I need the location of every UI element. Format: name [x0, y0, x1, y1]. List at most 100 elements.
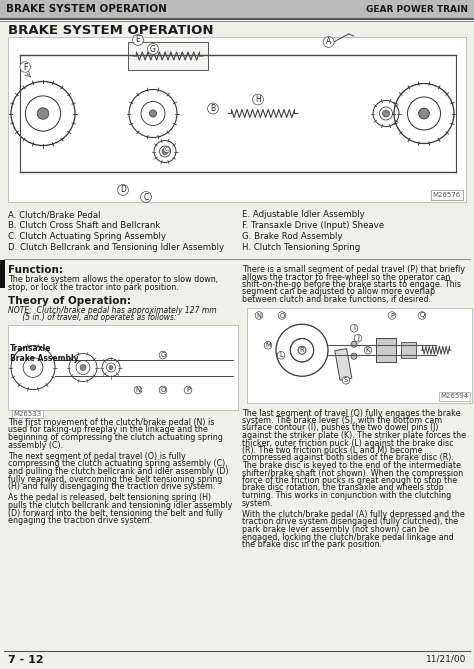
Text: and pulling the clutch bellcrank and idler assembly (D): and pulling the clutch bellcrank and idl… — [8, 467, 228, 476]
Text: surface contour (I), pushes the two dowel pins (J): surface contour (I), pushes the two dowe… — [242, 423, 438, 432]
Text: There is a small segment of pedal travel (P) that briefly: There is a small segment of pedal travel… — [242, 265, 465, 274]
Text: B. Clutch Cross Shaft and Bellcrank: B. Clutch Cross Shaft and Bellcrank — [8, 221, 160, 230]
Text: N: N — [136, 387, 141, 393]
Circle shape — [109, 365, 113, 369]
Bar — [401, 343, 416, 359]
Text: park brake lever assembly (not shown) can be: park brake lever assembly (not shown) ca… — [242, 525, 429, 534]
Text: H: H — [255, 95, 261, 104]
Text: against the striker plate (K). The striker plate forces the: against the striker plate (K). The strik… — [242, 431, 466, 440]
Text: With the clutch/brake pedal (A) fully depressed and the: With the clutch/brake pedal (A) fully de… — [242, 510, 465, 519]
Bar — [376, 339, 396, 362]
Text: Function:: Function: — [8, 265, 63, 275]
Text: 7 - 12: 7 - 12 — [8, 655, 44, 665]
Circle shape — [149, 110, 156, 117]
Text: H. Clutch Tensioning Spring: H. Clutch Tensioning Spring — [242, 243, 360, 252]
Text: As the pedal is released, belt tensioning spring (H): As the pedal is released, belt tensionin… — [8, 494, 211, 502]
Bar — [128, 42, 208, 70]
Text: stop, or lock the tractor into park position.: stop, or lock the tractor into park posi… — [8, 283, 179, 292]
Text: Transaxle
Brake Assembly: Transaxle Brake Assembly — [10, 344, 79, 363]
Text: The next segment of pedal travel (O) is fully: The next segment of pedal travel (O) is … — [8, 452, 186, 461]
Text: fully rearward, overcoming the belt tensioning spring: fully rearward, overcoming the belt tens… — [8, 474, 222, 484]
Text: The first movement of the clutch/brake pedal (N) is: The first movement of the clutch/brake p… — [8, 418, 214, 427]
Text: S: S — [344, 377, 348, 383]
Text: The last segment of travel (Q) fully engages the brake: The last segment of travel (Q) fully eng… — [242, 409, 461, 417]
Text: brake disc rotation, the transaxle and wheels stop: brake disc rotation, the transaxle and w… — [242, 484, 444, 492]
Text: G: G — [150, 45, 156, 54]
Text: D: D — [120, 185, 126, 195]
Text: 11/21/00: 11/21/00 — [426, 655, 466, 664]
Text: M: M — [265, 343, 271, 349]
Text: I: I — [353, 325, 355, 331]
Bar — [335, 349, 352, 380]
Text: O: O — [164, 147, 170, 152]
Text: BRAKE SYSTEM OPERATION: BRAKE SYSTEM OPERATION — [8, 24, 213, 37]
Circle shape — [383, 110, 390, 117]
Text: E. Adjustable Idler Assembly: E. Adjustable Idler Assembly — [242, 210, 365, 219]
Circle shape — [351, 341, 357, 347]
Text: P: P — [186, 387, 190, 393]
Text: beginning of compressing the clutch actuating spring: beginning of compressing the clutch actu… — [8, 433, 223, 442]
Circle shape — [298, 347, 306, 355]
Text: traction drive system disengaged (fully clutched), the: traction drive system disengaged (fully … — [242, 518, 458, 527]
Text: system. The brake lever (S), with the bottom cam: system. The brake lever (S), with the bo… — [242, 416, 442, 425]
Text: NOTE:  Clutch/brake pedal has approximately 127 mm: NOTE: Clutch/brake pedal has approximate… — [8, 306, 217, 315]
Bar — [0, 0, 474, 18]
Text: (H) and fully disengaging the traction drive system.: (H) and fully disengaging the traction d… — [8, 482, 216, 491]
Text: pulls the clutch bellcrank and tensioning idler assembly: pulls the clutch bellcrank and tensionin… — [8, 501, 232, 510]
Text: (5 in.) of travel, and operates as follows:: (5 in.) of travel, and operates as follo… — [8, 314, 177, 322]
Text: C: C — [143, 193, 149, 201]
Text: M26533: M26533 — [13, 411, 41, 417]
Text: system.: system. — [242, 498, 273, 508]
Text: G: G — [160, 352, 166, 358]
Text: GEAR POWER TRAIN: GEAR POWER TRAIN — [366, 5, 468, 13]
Text: D. Clutch Bellcrank and Tensioning Idler Assembly: D. Clutch Bellcrank and Tensioning Idler… — [8, 243, 224, 252]
Bar — [8, 37, 466, 202]
Bar — [0, 260, 5, 288]
Text: assembly (C).: assembly (C). — [8, 440, 63, 450]
Circle shape — [419, 108, 429, 119]
Bar — [0, 18, 474, 20]
Text: O: O — [160, 387, 166, 393]
Text: R: R — [300, 347, 304, 353]
Text: N: N — [256, 312, 262, 318]
Text: (D) forward into the belt, tensioning the belt and fully: (D) forward into the belt, tensioning th… — [8, 508, 223, 518]
Text: compressed against both sides of the brake disc (R).: compressed against both sides of the bra… — [242, 454, 454, 462]
Bar — [247, 308, 472, 403]
Text: engaged, locking the clutch/brake pedal linkage and: engaged, locking the clutch/brake pedal … — [242, 533, 454, 541]
Circle shape — [30, 365, 36, 370]
Text: C. Clutch Actuating Spring Assembly: C. Clutch Actuating Spring Assembly — [8, 232, 166, 241]
Text: thicker, outer friction puck (L) against the brake disc: thicker, outer friction puck (L) against… — [242, 438, 454, 448]
Text: BRAKE SYSTEM OPERATION: BRAKE SYSTEM OPERATION — [6, 4, 167, 14]
Text: shift-on-the-go before the brake starts to engage. This: shift-on-the-go before the brake starts … — [242, 280, 461, 289]
Text: The brake disc is keyed to the end of the intermediate: The brake disc is keyed to the end of th… — [242, 461, 461, 470]
Text: M26594: M26594 — [441, 393, 469, 399]
Text: Q: Q — [419, 312, 425, 318]
Text: K: K — [366, 347, 370, 353]
Text: compressing the clutch actuating spring assembly (C),: compressing the clutch actuating spring … — [8, 460, 228, 468]
Text: The brake system allows the operator to slow down,: The brake system allows the operator to … — [8, 275, 218, 284]
Bar — [8, 325, 238, 410]
Text: E: E — [136, 35, 140, 45]
Text: between clutch and brake functions, if desired.: between clutch and brake functions, if d… — [242, 295, 431, 304]
Circle shape — [162, 149, 168, 155]
Text: force of the friction pucks is great enough to stop the: force of the friction pucks is great eno… — [242, 476, 457, 485]
Circle shape — [37, 108, 49, 119]
Text: (R). The two friction pucks (L and M) become: (R). The two friction pucks (L and M) be… — [242, 446, 422, 455]
Text: used for taking-up freeplay in the linkage and the: used for taking-up freeplay in the linka… — [8, 425, 208, 434]
Text: A: A — [326, 37, 331, 47]
Text: Theory of Operation:: Theory of Operation: — [8, 296, 131, 306]
Text: the brake disc in the park position.: the brake disc in the park position. — [242, 540, 382, 549]
Text: L: L — [279, 353, 283, 359]
Circle shape — [80, 365, 86, 371]
Text: segment can be adjusted to allow more overlap: segment can be adjusted to allow more ov… — [242, 288, 435, 296]
Text: P: P — [390, 312, 394, 318]
Text: J: J — [357, 335, 359, 341]
Text: G. Brake Rod Assembly: G. Brake Rod Assembly — [242, 232, 343, 241]
Text: engaging the traction drive system.: engaging the traction drive system. — [8, 516, 152, 525]
Text: F. Transaxle Drive (Input) Sheave: F. Transaxle Drive (Input) Sheave — [242, 221, 384, 230]
Text: O: O — [279, 312, 284, 318]
Text: allows the tractor to free-wheel so the operator can: allows the tractor to free-wheel so the … — [242, 272, 450, 282]
Text: B: B — [210, 104, 216, 113]
Text: M26576: M26576 — [433, 192, 461, 198]
Text: turning. This works in conjunction with the clutching: turning. This works in conjunction with … — [242, 491, 451, 500]
